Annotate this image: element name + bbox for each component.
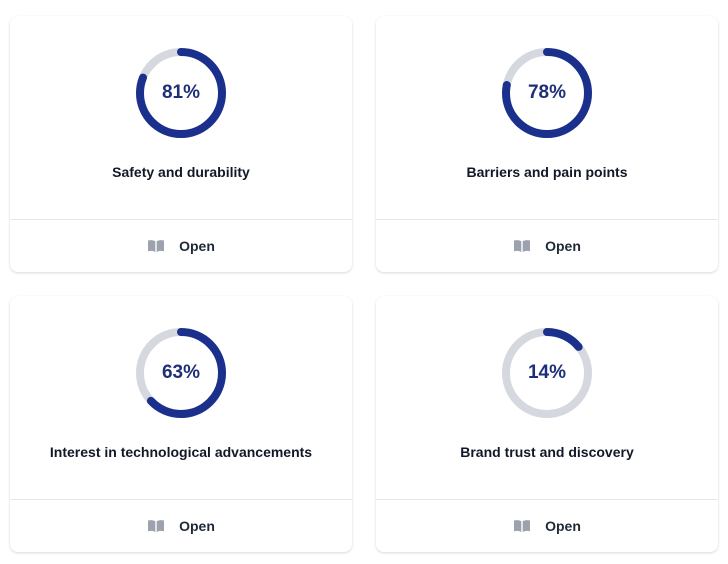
open-button[interactable]: Open — [10, 220, 352, 272]
donut-progress-arc — [136, 328, 226, 418]
donut-chart — [502, 328, 592, 418]
card-body: 63% Interest in technological advancemen… — [10, 296, 352, 499]
card-divider — [10, 499, 352, 500]
topic-card: 81% Safety and durability Open — [10, 16, 352, 272]
card-title: Brand trust and discovery — [460, 444, 634, 460]
donut-progress-arc — [136, 48, 226, 138]
open-label: Open — [545, 518, 581, 534]
book-open-icon — [514, 520, 531, 532]
progress-donut: 63% — [136, 328, 226, 418]
progress-donut: 78% — [502, 48, 592, 138]
card-divider — [10, 219, 352, 220]
topic-card: 63% Interest in technological advancemen… — [10, 296, 352, 552]
progress-donut: 81% — [136, 48, 226, 138]
percent-label: 14% — [527, 362, 567, 383]
progress-donut: 14% — [502, 328, 592, 418]
book-open-icon — [514, 240, 531, 252]
card-divider — [376, 499, 718, 500]
card-title: Safety and durability — [112, 164, 250, 180]
open-label: Open — [179, 518, 215, 534]
percent-label: 78% — [527, 82, 567, 103]
percent-label: 81% — [161, 82, 201, 103]
donut-chart — [136, 48, 226, 138]
topic-card: 78% Barriers and pain points Open — [376, 16, 718, 272]
open-label: Open — [179, 238, 215, 254]
donut-progress-arc — [502, 328, 592, 418]
open-button[interactable]: Open — [376, 220, 718, 272]
open-button[interactable]: Open — [10, 500, 352, 552]
donut-chart — [136, 328, 226, 418]
card-body: 81% Safety and durability — [10, 16, 352, 219]
book-open-icon — [148, 520, 165, 532]
card-divider — [376, 219, 718, 220]
book-open-icon — [148, 240, 165, 252]
open-label: Open — [545, 238, 581, 254]
percent-label: 63% — [161, 362, 201, 383]
card-title: Interest in technological advancements — [49, 444, 313, 460]
card-body: 78% Barriers and pain points — [376, 16, 718, 219]
donut-chart — [502, 48, 592, 138]
card-title: Barriers and pain points — [466, 164, 628, 180]
topic-card: 14% Brand trust and discovery Open — [376, 296, 718, 552]
card-body: 14% Brand trust and discovery — [376, 296, 718, 499]
open-button[interactable]: Open — [376, 500, 718, 552]
donut-progress-arc — [502, 48, 592, 138]
